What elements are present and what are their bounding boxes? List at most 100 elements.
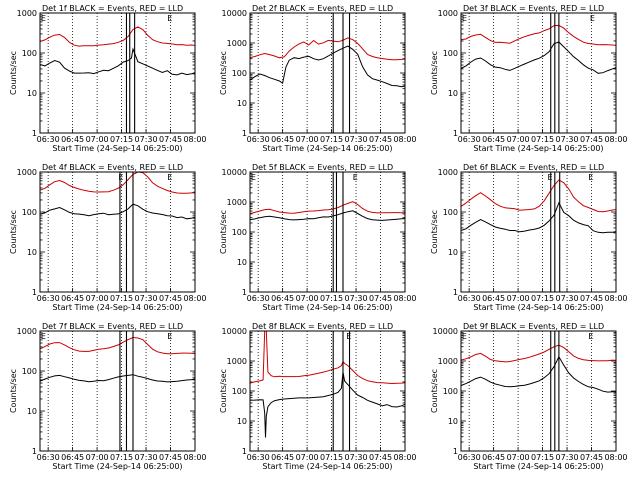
plot-frame	[460, 330, 617, 452]
y-tick-label: 100	[443, 49, 458, 58]
panel-title: Det 5f BLACK = Events, RED = LLD	[252, 163, 393, 172]
x-tick-label: 07:45	[580, 453, 603, 462]
y-tick-label: 100	[232, 69, 247, 78]
x-tick-label: 06:45	[61, 453, 84, 462]
x-tick-label: 06:45	[271, 135, 294, 144]
event-mark-label: E	[462, 332, 467, 341]
panel-title: Det 8f BLACK = Events, RED = LLD	[252, 322, 393, 331]
event-mark-label: E	[547, 173, 552, 182]
x-tick-label: 08:00	[393, 294, 416, 303]
lld-series-line	[461, 344, 616, 363]
events-series-line	[250, 210, 405, 221]
event-mark-label: E	[167, 14, 172, 23]
x-tick-label: 06:45	[271, 453, 294, 462]
lld-series-line	[40, 336, 195, 355]
event-mark-label: E	[353, 173, 358, 182]
y-tick-label: 10000	[222, 9, 247, 18]
event-mark-label: E	[41, 14, 46, 23]
event-mark-label: E	[118, 173, 123, 182]
event-mark-label: E	[167, 173, 172, 182]
x-tick-label: 06:30	[458, 135, 481, 144]
y-tick-label: 1	[32, 129, 37, 138]
events-series-line	[461, 201, 616, 234]
events-series-line	[40, 203, 195, 220]
event-mark-label: E	[462, 14, 467, 23]
detector-panel: Det 7f BLACK = Events, RED = LLD Counts/s…	[9, 322, 207, 471]
x-tick-label: 07:15	[320, 294, 343, 303]
lld-series-line	[250, 201, 405, 215]
x-axis-label: Start Time (24-Sep-14 06:25:00)	[473, 462, 603, 471]
y-tick-label: 10000	[222, 327, 247, 336]
events-series-line	[250, 372, 405, 438]
plot-frame	[249, 12, 406, 134]
y-tick-label: 10	[237, 417, 247, 426]
x-tick-label: 06:30	[37, 294, 60, 303]
x-tick-label: 07:30	[556, 453, 579, 462]
y-tick-label: 1	[32, 447, 37, 456]
y-tick-label: 10	[27, 248, 37, 257]
x-tick-label: 06:30	[247, 453, 270, 462]
events-series-line	[40, 374, 195, 383]
plot-frame	[249, 330, 406, 452]
y-tick-label: 10	[237, 99, 247, 108]
x-tick-label: 08:00	[604, 294, 627, 303]
x-axis-label: Start Time (24-Sep-14 06:25:00)	[262, 303, 392, 312]
x-axis-label: Start Time (24-Sep-14 06:25:00)	[262, 462, 392, 471]
x-axis-label: Start Time (24-Sep-14 06:25:00)	[52, 144, 182, 153]
y-axis-label: Counts/sec	[219, 369, 228, 413]
y-tick-label: 1000	[17, 168, 37, 177]
y-tick-label: 1	[453, 129, 458, 138]
x-tick-label: 07:15	[320, 453, 343, 462]
y-tick-label: 1	[242, 447, 247, 456]
y-tick-label: 100	[232, 228, 247, 237]
y-tick-label: 100	[443, 208, 458, 217]
x-tick-label: 07:30	[345, 453, 368, 462]
x-tick-label: 08:00	[183, 135, 206, 144]
y-tick-label: 1000	[438, 9, 458, 18]
event-mark-label: E	[588, 332, 593, 341]
x-tick-label: 07:15	[531, 453, 554, 462]
y-tick-label: 1000	[227, 357, 247, 366]
x-tick-label: 06:30	[458, 294, 481, 303]
detector-panel: Det 1f BLACK = Events, RED = LLD Counts/s…	[9, 4, 207, 153]
x-tick-label: 06:30	[37, 135, 60, 144]
x-tick-label: 07:45	[159, 294, 182, 303]
event-mark-label: E	[41, 332, 46, 341]
x-tick-label: 07:15	[320, 135, 343, 144]
x-tick-label: 07:00	[86, 294, 109, 303]
x-tick-label: 06:45	[61, 294, 84, 303]
detector-panel: Det 5f BLACK = Events, RED = LLD Counts/s…	[219, 163, 417, 312]
x-tick-label: 07:45	[369, 294, 392, 303]
x-tick-label: 08:00	[393, 453, 416, 462]
plot-frame	[460, 12, 617, 134]
event-mark-label: E	[167, 332, 172, 341]
events-series-line	[461, 41, 616, 74]
x-tick-label: 06:45	[61, 135, 84, 144]
lld-series-line	[461, 24, 616, 46]
y-tick-label: 1	[32, 288, 37, 297]
panel-title: Det 2f BLACK = Events, RED = LLD	[252, 4, 393, 13]
x-axis-label: Start Time (24-Sep-14 06:25:00)	[52, 303, 182, 312]
y-tick-label: 100	[22, 208, 37, 217]
x-tick-label: 08:00	[183, 294, 206, 303]
detector-panel: Det 8f BLACK = Events, RED = LLD Counts/s…	[219, 322, 417, 471]
event-mark-label: E	[251, 173, 256, 182]
x-tick-label: 07:00	[86, 135, 109, 144]
x-tick-label: 07:15	[110, 453, 133, 462]
plot-frame	[39, 330, 196, 452]
event-mark-label: E	[590, 14, 595, 23]
y-axis-label: Counts/sec	[430, 210, 439, 254]
x-tick-label: 07:15	[531, 135, 554, 144]
y-tick-label: 1000	[438, 168, 458, 177]
detector-panel: Det 6f BLACK = Events, RED = LLD Counts/s…	[430, 163, 628, 312]
x-tick-label: 07:30	[345, 135, 368, 144]
y-axis-label: Counts/sec	[9, 51, 18, 95]
x-tick-label: 07:30	[135, 294, 158, 303]
y-axis-label: Counts/sec	[9, 369, 18, 413]
panel-title: Det 3f BLACK = Events, RED = LLD	[463, 4, 604, 13]
x-tick-label: 06:45	[482, 453, 505, 462]
x-tick-label: 07:00	[296, 294, 319, 303]
x-tick-label: 07:00	[86, 453, 109, 462]
plot-frame	[460, 171, 617, 293]
